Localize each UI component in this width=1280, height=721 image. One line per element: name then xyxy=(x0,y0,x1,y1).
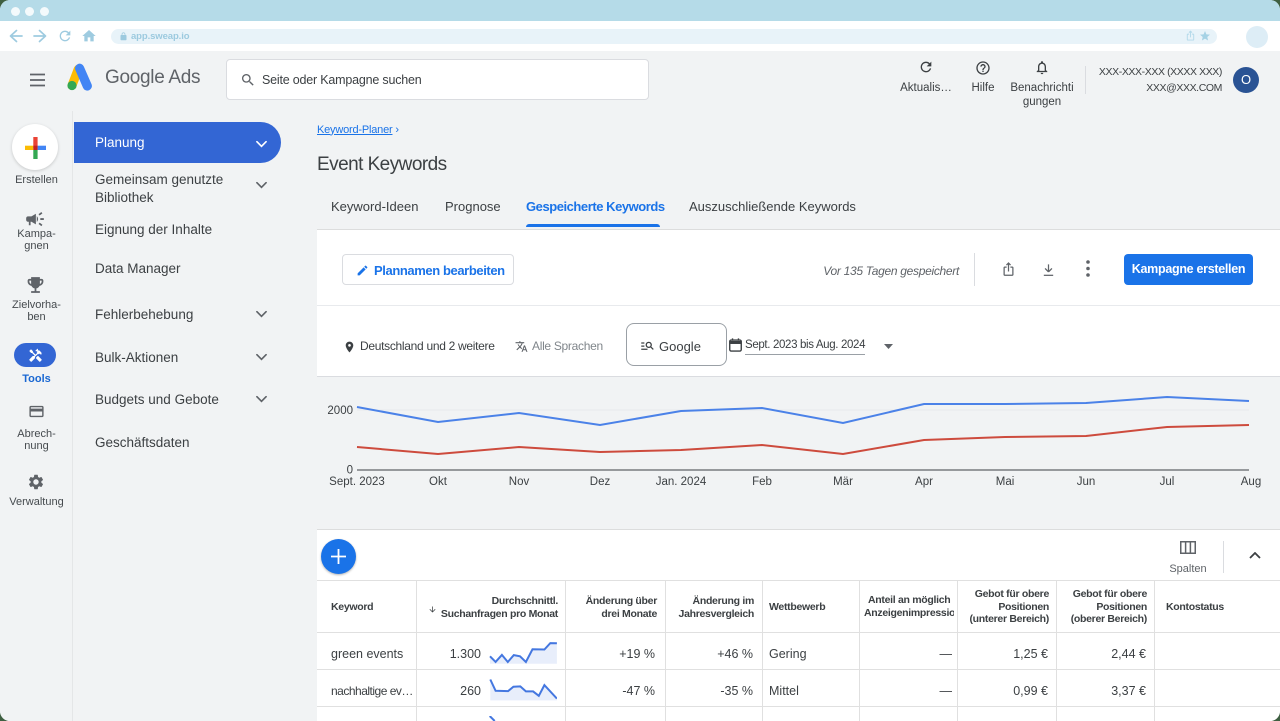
svg-text:Apr: Apr xyxy=(915,476,933,488)
svg-text:Jun: Jun xyxy=(1077,476,1096,488)
svg-text:Nov: Nov xyxy=(509,476,530,488)
svg-text:Mai: Mai xyxy=(996,476,1015,488)
svg-text:Feb: Feb xyxy=(752,476,772,488)
svg-text:Okt: Okt xyxy=(429,476,448,488)
svg-text:Dez: Dez xyxy=(590,476,611,488)
svg-text:2000: 2000 xyxy=(327,405,353,417)
svg-text:Jan. 2024: Jan. 2024 xyxy=(656,476,707,488)
svg-text:Aug: Aug xyxy=(1241,476,1261,488)
svg-text:0: 0 xyxy=(347,465,353,477)
svg-text:Sept. 2023: Sept. 2023 xyxy=(329,476,385,488)
svg-text:Mär: Mär xyxy=(833,476,853,488)
svg-text:Jul: Jul xyxy=(1160,476,1175,488)
